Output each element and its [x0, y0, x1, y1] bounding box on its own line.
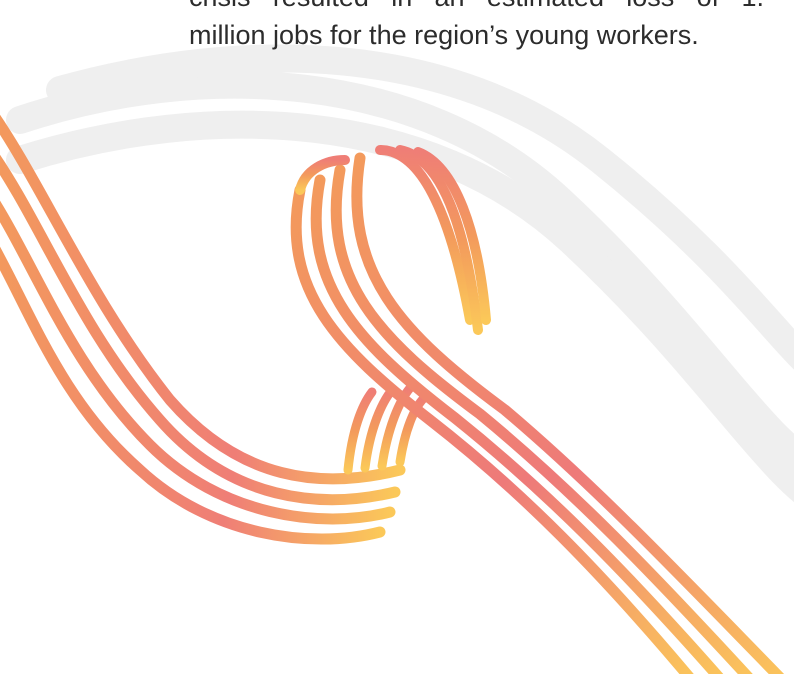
- left-ribbon: [0, 114, 406, 545]
- loop-back-strokes: [343, 383, 429, 475]
- paragraph-line-1: crisis resulted in an estimated loss of …: [189, 0, 764, 16]
- main-ribbon: [290, 152, 785, 674]
- body-paragraph: crisis resulted in an estimated loss of …: [189, 0, 764, 54]
- loop-top-curl: [295, 145, 491, 335]
- background-swooshes: [6, 44, 794, 503]
- paragraph-line-2: million jobs for the region’s young work…: [189, 20, 699, 50]
